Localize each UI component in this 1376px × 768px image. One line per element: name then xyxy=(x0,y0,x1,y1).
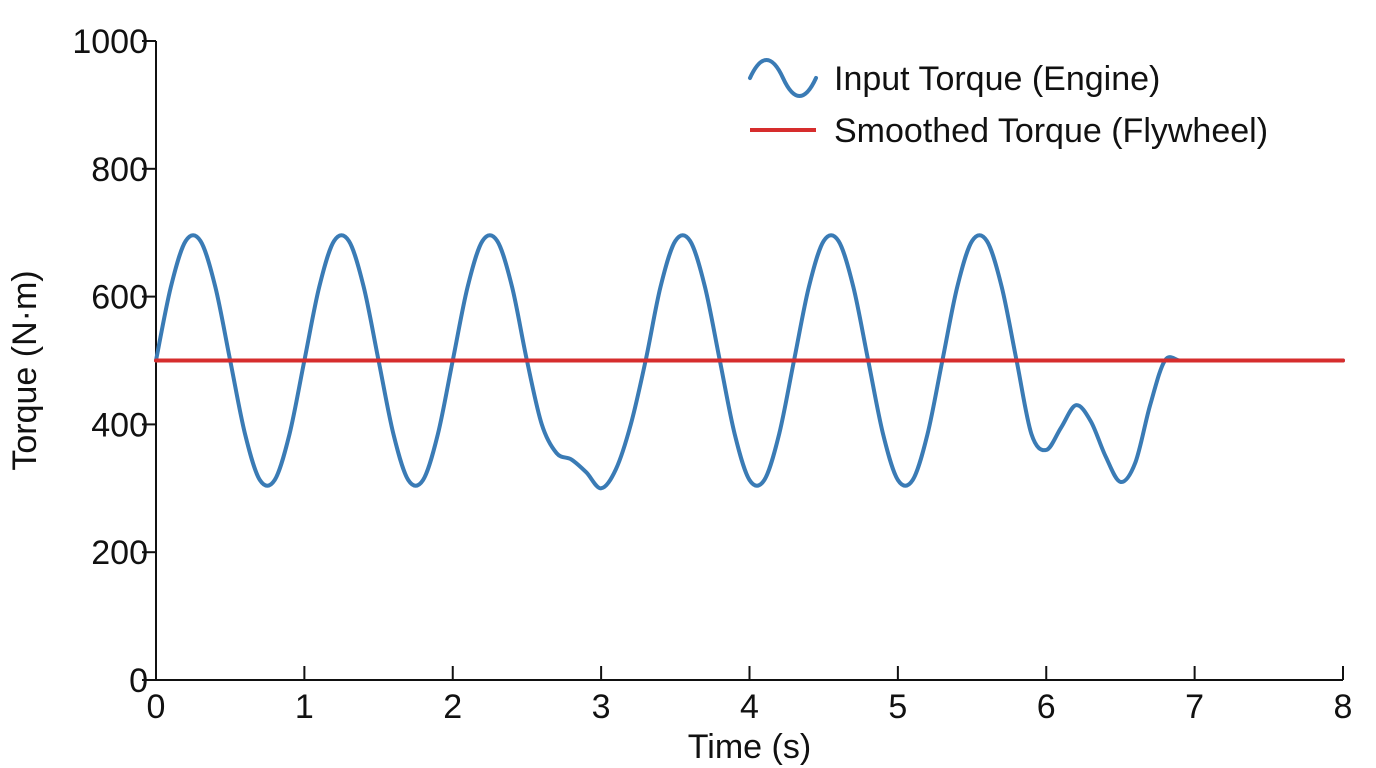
y-tick-label: 0 xyxy=(129,662,148,700)
y-axis-ticks: 0 200 400 600 800 1000 xyxy=(72,23,156,700)
x-tick-label: 8 xyxy=(1334,688,1353,726)
legend-swatch-wave xyxy=(748,58,818,98)
y-tick-label: 600 xyxy=(91,279,148,317)
x-tick-label: 7 xyxy=(1185,688,1204,726)
series-line-input-torque xyxy=(154,233,1345,491)
series-layer xyxy=(154,233,1345,491)
x-tick-label: 6 xyxy=(1037,688,1056,726)
legend-label: Smoothed Torque (Flywheel) xyxy=(834,112,1268,150)
y-tick-label: 400 xyxy=(91,406,148,444)
x-tick-label: 4 xyxy=(740,688,759,726)
y-tick-label: 200 xyxy=(91,534,148,572)
x-tick-label: 5 xyxy=(888,688,907,726)
x-tick-label: 2 xyxy=(443,688,462,726)
x-axis-title: Time (s) xyxy=(688,728,811,766)
legend: Input Torque (Engine) Smoothed Torque (Fl… xyxy=(748,58,1268,150)
y-tick-label: 1000 xyxy=(72,23,148,61)
legend-item: Smoothed Torque (Flywheel) xyxy=(750,112,1268,150)
y-axis-title: Torque (N·m) xyxy=(6,270,44,470)
legend-label: Input Torque (Engine) xyxy=(834,60,1160,98)
x-tick-label: 0 xyxy=(147,688,166,726)
x-tick-label: 1 xyxy=(295,688,314,726)
x-axis-ticks: 0 1 2 3 4 5 6 7 8 xyxy=(147,666,1353,726)
y-tick-label: 800 xyxy=(91,151,148,189)
legend-item: Input Torque (Engine) xyxy=(748,58,1160,98)
x-tick-label: 3 xyxy=(592,688,611,726)
